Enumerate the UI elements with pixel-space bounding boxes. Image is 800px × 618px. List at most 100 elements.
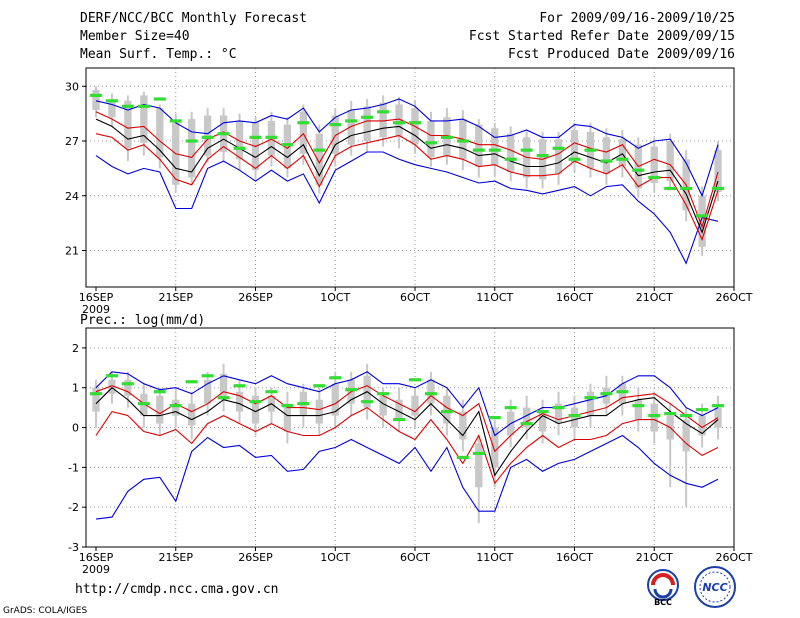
observation-marker — [424, 392, 437, 396]
ensemble-box — [682, 419, 690, 452]
ncc-logo-icon: NCC — [694, 566, 736, 608]
ensemble-box — [315, 133, 323, 185]
ncc-logo-text: NCC — [702, 581, 727, 594]
ensemble-box — [427, 379, 435, 404]
ensemble-box — [650, 403, 658, 432]
ensemble-box — [554, 139, 563, 174]
ensemble-box — [586, 391, 595, 416]
observation-marker — [456, 455, 469, 460]
observation-marker — [648, 414, 661, 418]
observation-marker — [568, 157, 581, 161]
y-tick-label: 2 — [72, 342, 79, 355]
ensemble-box — [203, 379, 212, 404]
ensemble-box — [140, 95, 148, 143]
x-tick-label: 21OCT — [636, 551, 673, 564]
observation-marker — [680, 414, 693, 418]
ensemble-box — [570, 130, 579, 163]
ensemble-box — [108, 102, 116, 118]
observation-marker — [377, 392, 390, 396]
ensemble-box — [363, 106, 371, 141]
observation-marker — [712, 186, 725, 191]
observation-marker — [712, 404, 725, 408]
series-min-line — [95, 98, 719, 198]
ensemble-box — [379, 102, 387, 138]
ensemble-box — [650, 146, 658, 183]
series-sd_high-line — [95, 111, 719, 229]
x-tick-label: 21SEP — [158, 291, 193, 304]
observation-marker — [297, 402, 310, 406]
observation-marker — [281, 143, 294, 147]
series-min-line — [95, 434, 719, 520]
ensemble-box — [538, 411, 547, 432]
ensemble-box — [666, 141, 674, 182]
ensemble-box — [251, 395, 260, 424]
observation-marker — [648, 175, 661, 180]
ensemble-box — [331, 383, 339, 416]
observation-marker — [616, 390, 629, 394]
observation-marker — [313, 148, 326, 152]
ensemble-box — [124, 379, 132, 396]
y-tick-label: 21 — [65, 245, 79, 258]
ensemble-box — [283, 403, 292, 432]
x-tick-label: 21OCT — [636, 291, 673, 304]
y-tick-label: -1 — [68, 461, 79, 474]
x-tick-label: 11OCT — [476, 551, 513, 564]
ensemble-box — [156, 395, 164, 424]
observation-marker — [265, 135, 278, 139]
observation-marker — [361, 115, 374, 119]
observation-marker — [520, 148, 533, 152]
x-tick-label: 26SEP — [238, 551, 273, 564]
y-tick-label: -3 — [68, 541, 79, 554]
ensemble-box — [491, 427, 499, 468]
x-tick-label: 1OCT — [320, 551, 350, 564]
series-sd_low-line — [95, 406, 719, 485]
x-tick-label: 16SEP — [79, 551, 114, 564]
observation-marker — [313, 384, 326, 388]
x-tick-label: 16SEP — [79, 291, 114, 304]
ensemble-box — [475, 443, 483, 488]
observation-marker — [552, 406, 565, 410]
observation-marker — [297, 121, 310, 125]
observation-marker — [600, 159, 613, 163]
observation-marker — [488, 415, 501, 420]
ensemble-box — [156, 108, 164, 158]
ensemble-box — [443, 395, 451, 424]
ensemble-box — [235, 120, 244, 160]
x-tick-label: 26SEP — [238, 291, 273, 304]
observation-marker — [201, 374, 214, 378]
observation-marker — [137, 402, 150, 406]
observation-marker — [584, 396, 597, 400]
ensemble-box — [554, 403, 563, 424]
observation-marker — [664, 412, 677, 416]
x-tick-label: 6OCT — [400, 551, 430, 564]
observation-marker — [90, 93, 102, 97]
x-tick-label: 1OCT — [320, 291, 350, 304]
observation-marker — [185, 139, 198, 143]
observation-marker — [169, 404, 182, 408]
x-tick-label: 16OCT — [556, 551, 593, 564]
ensemble-box — [618, 383, 627, 404]
footer-url[interactable]: http://cmdp.ncc.cma.gov.cn — [75, 582, 279, 597]
y-tick-label: 24 — [65, 190, 79, 203]
observation-marker — [233, 384, 246, 388]
observation-marker — [217, 396, 230, 400]
ensemble-box — [235, 391, 244, 412]
ensemble-box — [475, 124, 483, 167]
series-max-line — [95, 151, 719, 265]
observation-marker — [536, 410, 549, 414]
observation-marker — [696, 214, 709, 218]
observation-marker — [217, 132, 230, 136]
x-tick-label: 26OCT — [715, 291, 752, 304]
observation-marker — [121, 382, 134, 386]
observation-marker — [552, 146, 565, 150]
y-tick-label: 27 — [65, 135, 79, 148]
x-tick-label: 11OCT — [476, 291, 513, 304]
observation-marker — [249, 400, 262, 404]
series-mean-line — [95, 386, 719, 477]
ensemble-box — [522, 407, 531, 428]
ensemble-box — [299, 111, 308, 154]
ensemble-box — [459, 411, 467, 440]
ensemble-box — [714, 407, 722, 428]
ensemble-box — [315, 399, 323, 424]
